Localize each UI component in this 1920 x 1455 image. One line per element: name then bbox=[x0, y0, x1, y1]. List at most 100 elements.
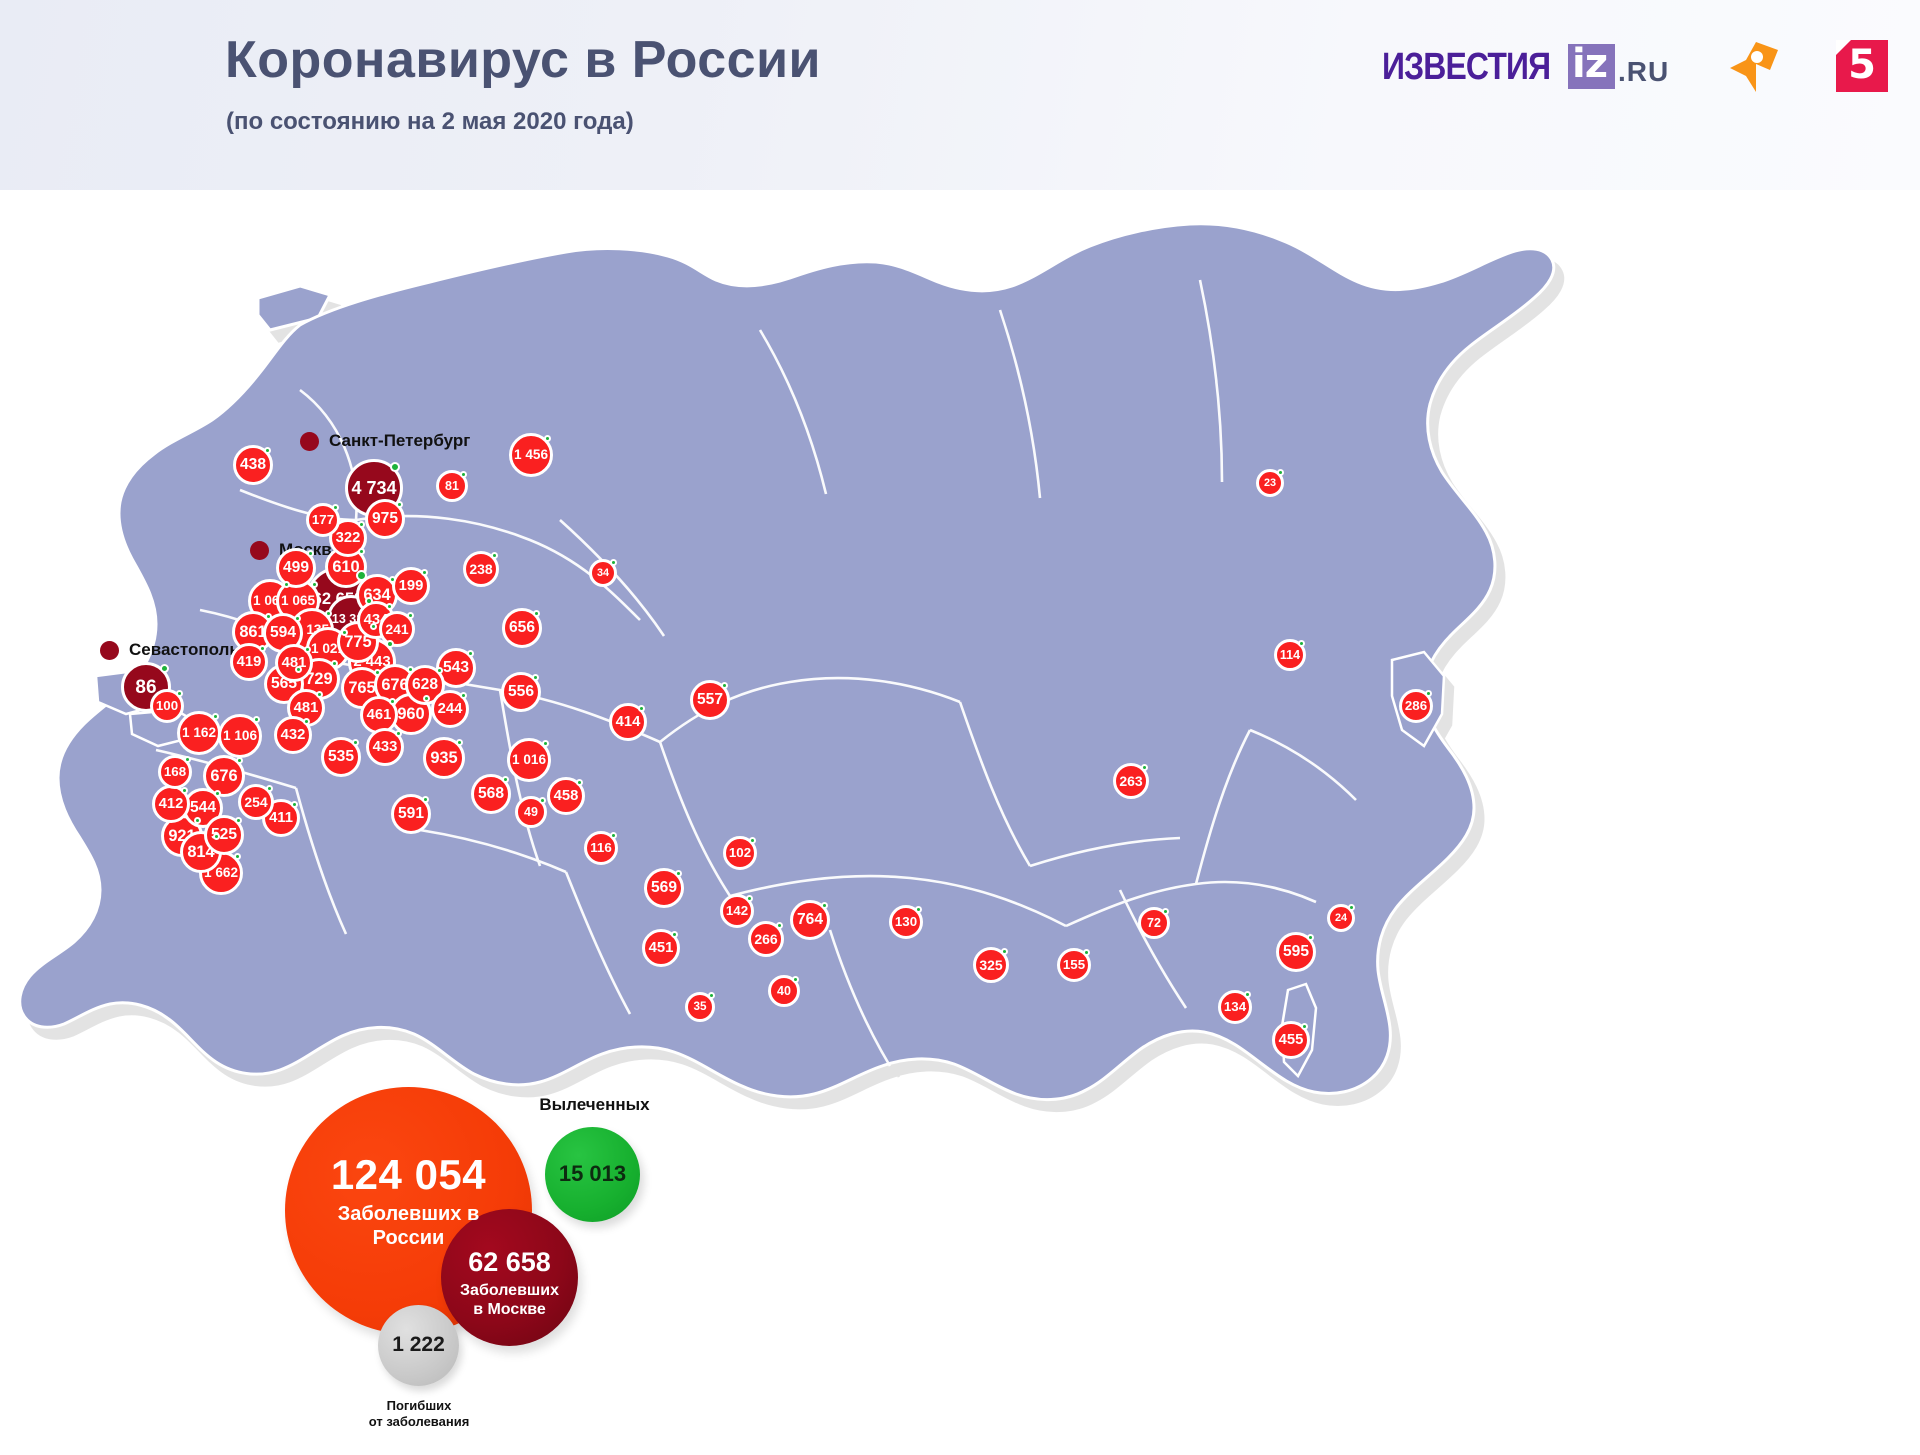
case-bubble[interactable]: 656 bbox=[502, 608, 542, 648]
case-bubble[interactable]: 142 bbox=[720, 894, 754, 928]
case-bubble[interactable]: 569 bbox=[644, 868, 684, 908]
recovered-indicator-icon bbox=[533, 609, 541, 617]
recovered-indicator-icon bbox=[235, 816, 243, 824]
summary-recovered-blob bbox=[545, 1127, 640, 1222]
case-bubble[interactable]: 676 bbox=[203, 755, 245, 797]
case-bubble-value: 451 bbox=[648, 939, 674, 956]
izvestia-logo: ИЗВЕСТИЯ bbox=[1382, 46, 1551, 88]
case-bubble-value: 35 bbox=[693, 1000, 707, 1014]
case-bubble[interactable]: 432 bbox=[274, 716, 312, 754]
case-bubble-value: 325 bbox=[979, 957, 1003, 973]
recovered-indicator-icon bbox=[212, 833, 220, 841]
recovered-indicator-icon bbox=[1425, 689, 1433, 697]
recovered-indicator-icon bbox=[1276, 469, 1284, 477]
recovered-indicator-icon bbox=[422, 695, 430, 703]
case-bubble-value: 23 bbox=[1263, 476, 1277, 489]
recovered-indicator-icon bbox=[184, 755, 192, 763]
recovered-indicator-icon bbox=[159, 664, 169, 674]
case-bubble-value: 676 bbox=[210, 766, 238, 785]
recovered-indicator-icon bbox=[214, 789, 222, 797]
recovered-indicator-icon bbox=[576, 778, 584, 786]
case-bubble-value: 134 bbox=[1223, 999, 1247, 1015]
ren-tv-logo-icon bbox=[1730, 42, 1778, 92]
case-bubble[interactable]: 238 bbox=[463, 551, 499, 587]
recovered-indicator-icon bbox=[295, 665, 303, 673]
recovered-indicator-icon bbox=[436, 666, 444, 674]
summary-total-value: 124 054 bbox=[330, 1151, 487, 1198]
case-bubble[interactable]: 556 bbox=[501, 672, 541, 712]
case-bubble[interactable]: 557 bbox=[690, 680, 730, 720]
case-bubble-value: 960 bbox=[397, 704, 425, 723]
case-bubble[interactable]: 266 bbox=[748, 921, 784, 957]
capital-marker-icon bbox=[250, 540, 269, 560]
case-bubble[interactable]: 81 bbox=[436, 470, 468, 502]
case-bubble-value: 499 bbox=[282, 559, 310, 577]
case-bubble-value: 481 bbox=[281, 654, 307, 671]
case-bubble-value: 455 bbox=[1278, 1031, 1304, 1048]
recovered-indicator-icon bbox=[357, 548, 365, 556]
case-bubble-value: 168 bbox=[163, 764, 187, 780]
summary-moscow-label: Заболевших в Москве bbox=[460, 1282, 559, 1319]
recovered-indicator-icon bbox=[233, 853, 241, 861]
recovered-indicator-icon bbox=[388, 576, 396, 584]
case-bubble[interactable]: 286 bbox=[1399, 689, 1433, 723]
recovered-indicator-icon bbox=[539, 796, 547, 804]
case-bubble[interactable]: 535 bbox=[321, 737, 361, 777]
recovered-indicator-icon bbox=[638, 704, 646, 712]
recovered-indicator-icon bbox=[467, 649, 475, 657]
recovered-indicator-icon bbox=[455, 739, 463, 747]
case-bubble-value: 49 bbox=[524, 804, 538, 819]
case-bubble-value: 535 bbox=[327, 748, 355, 766]
recovered-indicator-icon bbox=[307, 549, 315, 557]
capital-marker-icon bbox=[100, 640, 119, 660]
case-bubble[interactable]: 34 bbox=[589, 559, 617, 587]
case-bubble-value: 610 bbox=[332, 557, 360, 576]
city-label-sevastopol: Севастополь bbox=[100, 640, 240, 660]
recovered-indicator-icon bbox=[176, 689, 184, 697]
case-bubble[interactable]: 419 bbox=[230, 643, 268, 681]
case-bubble-value: 414 bbox=[615, 713, 641, 730]
recovered-indicator-icon bbox=[460, 470, 468, 478]
recovered-indicator-icon bbox=[395, 729, 403, 737]
case-bubble[interactable]: 481 bbox=[275, 644, 313, 682]
case-bubble-value: 656 bbox=[508, 619, 536, 637]
case-bubble[interactable]: 414 bbox=[609, 703, 647, 741]
recovered-indicator-icon bbox=[265, 785, 273, 793]
summary-recovered-label: Вылеченных bbox=[539, 1095, 650, 1114]
recovered-indicator-icon bbox=[259, 644, 267, 652]
case-bubble[interactable]: 116 bbox=[584, 831, 618, 865]
recovered-indicator-icon bbox=[610, 831, 618, 839]
recovered-indicator-icon bbox=[915, 905, 923, 913]
recovered-indicator-icon bbox=[1307, 933, 1315, 941]
case-bubble[interactable]: 24 bbox=[1327, 904, 1355, 932]
recovered-indicator-icon bbox=[1298, 639, 1306, 647]
case-bubble[interactable]: 591 bbox=[391, 794, 431, 834]
case-bubble-value: 568 bbox=[477, 785, 505, 803]
recovered-indicator-icon bbox=[1000, 948, 1008, 956]
case-bubble[interactable]: 114 bbox=[1274, 639, 1306, 671]
case-bubble-value: 86 bbox=[135, 676, 157, 698]
case-bubble[interactable]: 72 bbox=[1138, 907, 1170, 939]
recovered-indicator-icon bbox=[1244, 990, 1252, 998]
recovered-indicator-icon bbox=[396, 500, 404, 508]
case-bubble-value: 24 bbox=[1334, 911, 1348, 924]
case-bubble-value: 481 bbox=[293, 699, 319, 716]
recovered-indicator-icon bbox=[406, 666, 414, 674]
recovered-indicator-icon bbox=[369, 623, 377, 631]
recovered-indicator-icon bbox=[1083, 948, 1091, 956]
case-bubble[interactable]: 35 bbox=[685, 992, 715, 1022]
city-label-text: Санкт-Петербург bbox=[329, 431, 471, 450]
russia-map: Санкт-Петербург Москва Севастополь 4384 … bbox=[0, 190, 1920, 1429]
recovered-indicator-icon bbox=[386, 602, 394, 610]
recovered-indicator-icon bbox=[340, 629, 348, 637]
recovered-indicator-icon bbox=[775, 922, 783, 930]
case-bubble-value: 254 bbox=[244, 794, 268, 810]
case-bubble-value: 1 016 bbox=[511, 752, 547, 768]
case-bubble[interactable]: 1 016 bbox=[507, 738, 551, 782]
recovered-indicator-icon bbox=[502, 775, 510, 783]
recovered-indicator-icon bbox=[675, 869, 683, 877]
case-bubble[interactable]: 438 bbox=[233, 445, 273, 485]
recovered-indicator-icon bbox=[1140, 764, 1148, 772]
case-bubble[interactable]: 458 bbox=[547, 777, 585, 815]
case-bubble-value: 765 bbox=[348, 678, 376, 697]
